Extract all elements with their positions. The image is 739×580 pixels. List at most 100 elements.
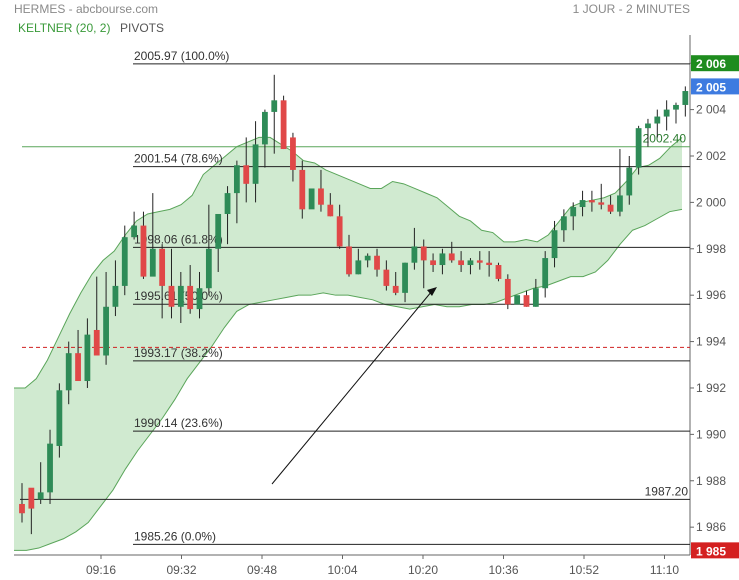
candle-body[interactable] — [308, 188, 315, 210]
x-tick-label: 10:52 — [569, 563, 599, 577]
candle-body[interactable] — [336, 216, 343, 247]
candle-body[interactable] — [626, 167, 633, 196]
candle-body[interactable] — [411, 246, 418, 263]
candle-body[interactable] — [299, 169, 306, 210]
candle-body[interactable] — [402, 262, 408, 293]
last-price-badge-bg — [691, 78, 739, 95]
candle-body[interactable] — [280, 100, 287, 150]
candle-body[interactable] — [430, 260, 436, 266]
candle-body[interactable] — [673, 104, 679, 110]
fib-level-label: 1998.06 (61.8%) — [134, 232, 223, 246]
candle-body[interactable] — [187, 285, 194, 310]
candle-body[interactable] — [486, 262, 493, 266]
candle-body[interactable] — [196, 288, 203, 310]
candle-body[interactable] — [439, 253, 446, 266]
candle-body[interactable] — [364, 255, 371, 261]
pivots-indicator-label[interactable]: PIVOTS — [120, 21, 165, 35]
candle-body[interactable] — [327, 204, 334, 217]
candle-body[interactable] — [65, 353, 72, 391]
fib-level-label: 1993.17 (38.2%) — [134, 346, 223, 360]
fib-level-label: 1990.14 (23.6%) — [134, 416, 223, 430]
candle-body[interactable] — [458, 260, 465, 266]
candle-body[interactable] — [131, 225, 138, 238]
annotation-value-label: 2002.40 — [643, 132, 687, 146]
candle-body[interactable] — [346, 246, 352, 275]
low-price-badge-bg — [691, 542, 739, 559]
candle-body[interactable] — [476, 260, 483, 263]
candle-body[interactable] — [560, 216, 567, 231]
x-tick-label: 11:10 — [650, 563, 679, 577]
candle-body[interactable] — [233, 165, 240, 194]
candle-body[interactable] — [392, 285, 399, 293]
candle-body[interactable] — [551, 230, 558, 259]
candle-body[interactable] — [215, 213, 222, 249]
candle-body[interactable] — [47, 443, 53, 493]
candle-body[interactable] — [112, 285, 119, 307]
candle-body[interactable] — [607, 204, 614, 212]
y-tick-label: 2 004 — [696, 103, 726, 117]
candle-body[interactable] — [56, 390, 63, 446]
y-tick-label: 1 992 — [696, 381, 726, 395]
candle-body[interactable] — [598, 202, 605, 205]
candle-body[interactable] — [542, 258, 549, 289]
candle-body[interactable] — [645, 123, 651, 129]
candle-body[interactable] — [682, 91, 689, 105]
x-tick-label: 09:32 — [166, 563, 196, 577]
keltner-indicator-label[interactable]: KELTNER (20, 2) — [18, 21, 111, 35]
instrument-title: HERMES - abcbourse.com — [14, 2, 159, 16]
candle-body[interactable] — [149, 248, 156, 277]
timeframe-label: 1 JOUR - 2 MINUTES — [572, 2, 690, 16]
candle-body[interactable] — [75, 353, 81, 382]
candle-body[interactable] — [467, 260, 474, 266]
candle-body[interactable] — [262, 111, 268, 145]
candle-body[interactable] — [177, 285, 184, 307]
candle-body[interactable] — [570, 207, 577, 217]
candle-body[interactable] — [19, 503, 25, 514]
candle-body[interactable] — [523, 295, 530, 307]
candle-body[interactable] — [205, 248, 212, 289]
candle-body[interactable] — [140, 225, 147, 277]
candle-body[interactable] — [355, 260, 362, 275]
trend-arrow-head — [427, 287, 437, 296]
candle-body[interactable] — [383, 269, 390, 286]
x-tick-label: 10:20 — [408, 563, 438, 577]
candle-body[interactable] — [504, 278, 511, 305]
candle-body[interactable] — [374, 255, 380, 270]
y-tick-label: 1 994 — [696, 335, 726, 349]
candle-body[interactable] — [579, 200, 586, 208]
candle-body[interactable] — [420, 246, 427, 261]
candle-body[interactable] — [28, 487, 35, 509]
candle-body[interactable] — [448, 253, 455, 261]
candle-body[interactable] — [37, 492, 44, 500]
candle-body[interactable] — [514, 295, 521, 305]
candle-body[interactable] — [271, 100, 278, 112]
candle-body[interactable] — [532, 288, 539, 307]
candle-body[interactable] — [589, 200, 595, 203]
y-tick-label: 1 996 — [696, 288, 726, 302]
x-tick-label: 09:16 — [86, 563, 116, 577]
high-price-badge-bg — [691, 55, 739, 72]
candle-body[interactable] — [103, 306, 109, 356]
candle-body[interactable] — [243, 165, 250, 184]
candle-body[interactable] — [252, 144, 259, 184]
candle-body[interactable] — [121, 237, 128, 286]
candle-body[interactable] — [617, 195, 623, 212]
candle-body[interactable] — [318, 188, 324, 205]
candle-body[interactable] — [654, 116, 661, 124]
candle-body[interactable] — [168, 285, 175, 307]
candle-body[interactable] — [84, 334, 91, 382]
candle-body[interactable] — [93, 329, 100, 356]
keltner-lower-line — [14, 208, 683, 551]
candle-body[interactable] — [290, 137, 296, 170]
candle-body[interactable] — [663, 109, 670, 117]
fib-level-label: 1985.26 (0.0%) — [134, 529, 216, 543]
candle-body[interactable] — [224, 193, 231, 214]
candle-body[interactable] — [635, 128, 642, 168]
candle-body[interactable] — [159, 248, 166, 286]
candle-body[interactable] — [495, 265, 502, 279]
y-tick-label: 1 998 — [696, 242, 726, 256]
x-tick-label: 10:36 — [488, 563, 518, 577]
x-tick-label: 10:04 — [327, 563, 357, 577]
